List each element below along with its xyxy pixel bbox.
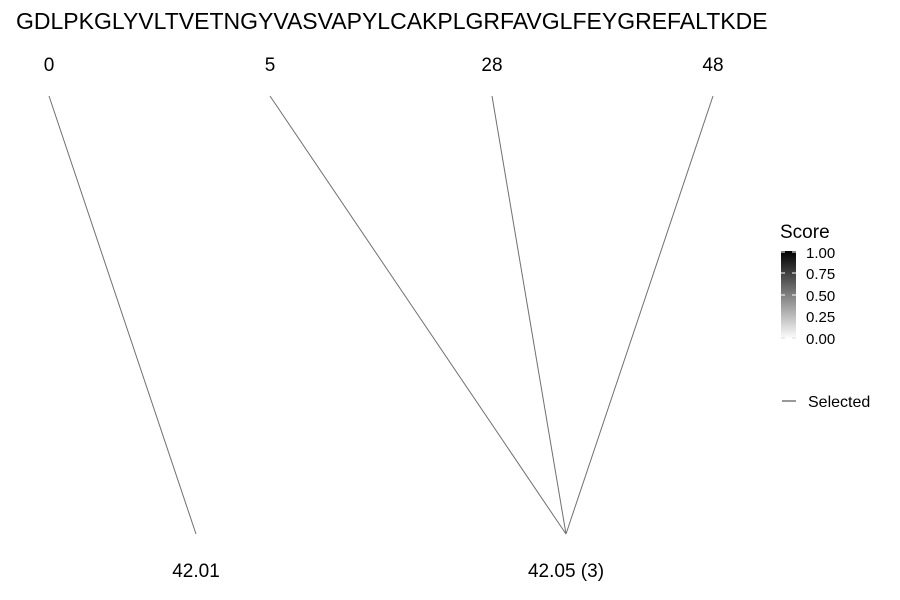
legend-selected-label: Selected (808, 394, 870, 411)
edge-t3-b1 (565, 95, 714, 535)
legend-tick-label: 0.50 (806, 288, 835, 305)
legend-tick-label: 0.75 (806, 266, 835, 283)
legend-title: Score (780, 222, 830, 243)
score-legend: Score 1.00 0.75 0.50 0.25 0.00 Selected (780, 222, 870, 411)
sequence-title: GDLPKGLYVLTVETNGYVASVAPYLCAKPLGRFAVGLFEY… (16, 8, 768, 34)
top-node-label: 48 (702, 55, 723, 76)
top-node-label: 0 (44, 55, 55, 76)
legend-tick-label: 0.25 (806, 309, 835, 326)
edge-t2-b1 (491, 95, 567, 535)
legend-tick-label: 1.00 (806, 245, 835, 262)
top-node-label: 28 (481, 55, 502, 76)
bottom-node-label: 42.01 (172, 561, 220, 582)
top-node-label: 5 (265, 55, 276, 76)
edge-t1-b1 (269, 95, 567, 535)
edge-t0-b0 (48, 95, 197, 535)
legend-tick-label: 0.00 (806, 331, 835, 348)
bottom-node-label: 42.05 (3) (528, 561, 604, 582)
edge-group (48, 95, 714, 535)
